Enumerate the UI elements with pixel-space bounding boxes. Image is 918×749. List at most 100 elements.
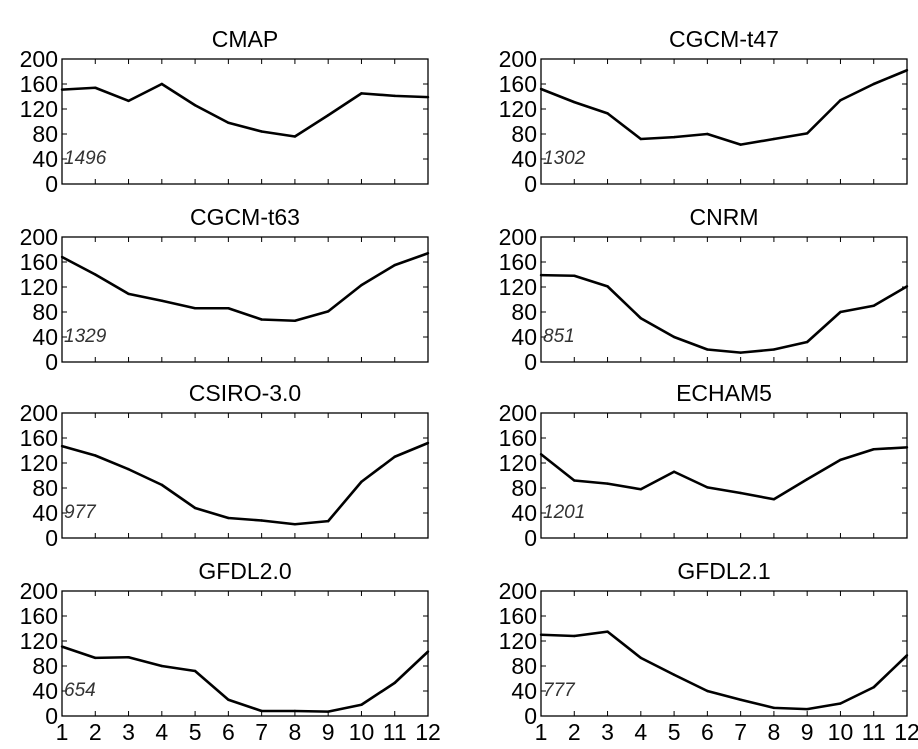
x-tick-label: 1: [535, 719, 548, 745]
data-point: [573, 274, 576, 277]
series-line: [540, 273, 908, 354]
y-tick-label: 80: [511, 653, 537, 679]
y-tick-label: 120: [499, 96, 537, 122]
data-point: [672, 470, 676, 473]
data-point: [672, 135, 676, 139]
data-point: [672, 335, 676, 339]
data-point: [872, 448, 875, 451]
panel-annotation: 1302: [543, 148, 586, 169]
y-tick-label: 120: [20, 96, 58, 122]
y-tick-label: 0: [524, 349, 537, 375]
data-point: [573, 479, 576, 482]
y-tick-label: 80: [32, 653, 58, 679]
plot-frame: [540, 412, 908, 539]
panel-annotation: 777: [543, 680, 576, 701]
y-tick-label: 80: [511, 475, 537, 501]
y-tick-label: 40: [511, 500, 537, 526]
data-point: [94, 454, 97, 457]
y-tick-label: 120: [20, 450, 58, 476]
x-tick-label: 11: [383, 719, 407, 745]
y-tick-label: 0: [45, 349, 58, 375]
x-tick-label: 8: [768, 719, 781, 745]
x-tick-label: 7: [734, 719, 747, 745]
data-point: [227, 121, 230, 124]
data-point: [393, 94, 396, 98]
panel-annotation: 1496: [64, 148, 107, 169]
y-tick-label: 160: [20, 71, 58, 97]
data-point: [293, 523, 297, 526]
data-point: [160, 483, 164, 487]
data-point: [706, 348, 709, 351]
data-point: [639, 656, 643, 660]
plot-frame: [61, 412, 429, 539]
data-point: [639, 317, 643, 320]
data-point: [94, 86, 97, 89]
data-point: [606, 285, 609, 288]
x-tick-label: 4: [634, 719, 647, 745]
panel-title: CSIRO-3.0: [189, 380, 301, 406]
y-tick-label: 200: [20, 400, 58, 426]
x-tick-label: 11: [862, 719, 886, 745]
x-tick-label: 3: [122, 719, 135, 745]
y-tick-label: 120: [20, 628, 58, 654]
y-tick-label: 160: [20, 425, 58, 451]
data-point: [739, 491, 742, 495]
data-point: [326, 114, 330, 117]
data-point: [426, 441, 430, 445]
x-tick-label: 9: [322, 719, 335, 745]
data-point: [839, 99, 842, 102]
series-line: [61, 252, 429, 323]
x-tick-label: 8: [289, 719, 302, 745]
y-tick-label: 160: [499, 603, 537, 629]
x-tick-label: 6: [222, 719, 235, 745]
data-point: [293, 709, 297, 713]
data-point: [94, 273, 97, 276]
data-point: [393, 455, 396, 458]
y-tick-label: 160: [499, 425, 537, 451]
data-point: [227, 516, 230, 520]
data-point: [639, 488, 643, 491]
data-point: [539, 87, 543, 91]
data-point: [539, 273, 543, 277]
data-point: [772, 348, 776, 351]
x-tick-label: 10: [828, 719, 854, 745]
data-point: [193, 307, 197, 310]
data-point: [573, 634, 576, 638]
panel-annotation: 977: [64, 502, 97, 523]
y-tick-label: 200: [499, 400, 537, 426]
y-tick-label: 80: [32, 299, 58, 325]
data-point: [360, 703, 363, 706]
y-tick-label: 80: [511, 121, 537, 147]
data-point: [326, 310, 330, 313]
y-tick-label: 0: [45, 703, 58, 729]
y-tick-label: 40: [32, 324, 58, 350]
y-tick-label: 0: [524, 171, 537, 197]
y-tick-label: 120: [499, 628, 537, 654]
y-tick-label: 0: [45, 171, 58, 197]
data-point: [160, 299, 164, 302]
x-tick-label: 4: [155, 719, 168, 745]
data-point: [805, 340, 809, 344]
x-tick-label: 2: [568, 719, 581, 745]
x-tick-label: 6: [701, 719, 714, 745]
data-point: [193, 506, 197, 510]
data-point: [360, 283, 363, 287]
data-point: [739, 351, 742, 354]
data-point: [360, 92, 363, 95]
series-line: [61, 82, 429, 138]
data-point: [326, 519, 330, 523]
data-point: [293, 135, 297, 138]
y-tick-label: 0: [45, 525, 58, 551]
panel-annotation: 851: [543, 326, 575, 347]
data-point: [573, 100, 576, 104]
data-point: [393, 263, 396, 267]
data-point: [326, 710, 330, 713]
data-point: [193, 104, 197, 107]
data-point: [606, 630, 609, 633]
y-tick-label: 200: [499, 578, 537, 604]
data-point: [872, 82, 875, 86]
data-point: [127, 99, 130, 103]
